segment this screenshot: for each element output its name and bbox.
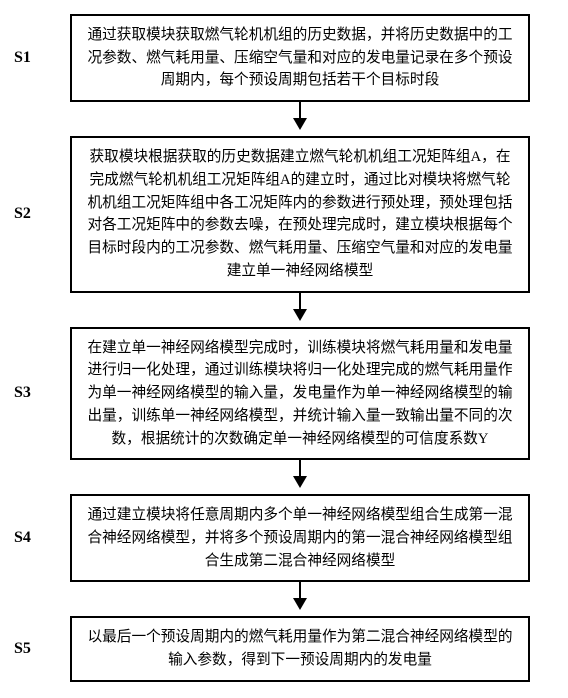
arrow-line	[299, 582, 301, 608]
arrow-s2-s3	[70, 293, 530, 327]
step-box-s5: 以最后一个预设周期内的燃气耗用量作为第二混合神经网络模型的输入参数，得到下一预设…	[70, 616, 530, 681]
arrow-s3-s4	[70, 460, 530, 494]
step-box-s4: 通过建立模块将任意周期内多个单一神经网络模型组合生成第一混合神经网络模型，并将多…	[70, 494, 530, 582]
flowchart: S1 通过获取模块获取燃气轮机机组的历史数据，并将历史数据中的工况参数、燃气耗用…	[0, 0, 568, 698]
step-box-s1: 通过获取模块获取燃气轮机机组的历史数据，并将历史数据中的工况参数、燃气耗用量、压…	[70, 14, 530, 102]
step-s2: S2 获取模块根据获取的历史数据建立燃气轮机机组工况矩阵组A，在完成燃气轮机机组…	[0, 136, 568, 292]
step-s4: S4 通过建立模块将任意周期内多个单一神经网络模型组合生成第一混合神经网络模型，…	[0, 494, 568, 582]
step-s1: S1 通过获取模块获取燃气轮机机组的历史数据，并将历史数据中的工况参数、燃气耗用…	[0, 14, 568, 102]
step-label-s3: S3	[0, 384, 70, 402]
step-s5: S5 以最后一个预设周期内的燃气耗用量作为第二混合神经网络模型的输入参数，得到下…	[0, 616, 568, 681]
step-s3: S3 在建立单一神经网络模型完成时，训练模块将燃气耗用量和发电量进行归一化处理，…	[0, 327, 568, 461]
step-label-s4: S4	[0, 529, 70, 547]
step-box-s2: 获取模块根据获取的历史数据建立燃气轮机机组工况矩阵组A，在完成燃气轮机机组工况矩…	[70, 136, 530, 292]
step-label-s1: S1	[0, 49, 70, 67]
step-box-s3: 在建立单一神经网络模型完成时，训练模块将燃气耗用量和发电量进行归一化处理，通过训…	[70, 327, 530, 461]
arrow-line	[299, 102, 301, 128]
arrow-line	[299, 293, 301, 319]
step-label-s2: S2	[0, 205, 70, 223]
step-label-s5: S5	[0, 640, 70, 658]
arrow-s1-s2	[70, 102, 530, 136]
arrow-s4-s5	[70, 582, 530, 616]
arrow-line	[299, 460, 301, 486]
